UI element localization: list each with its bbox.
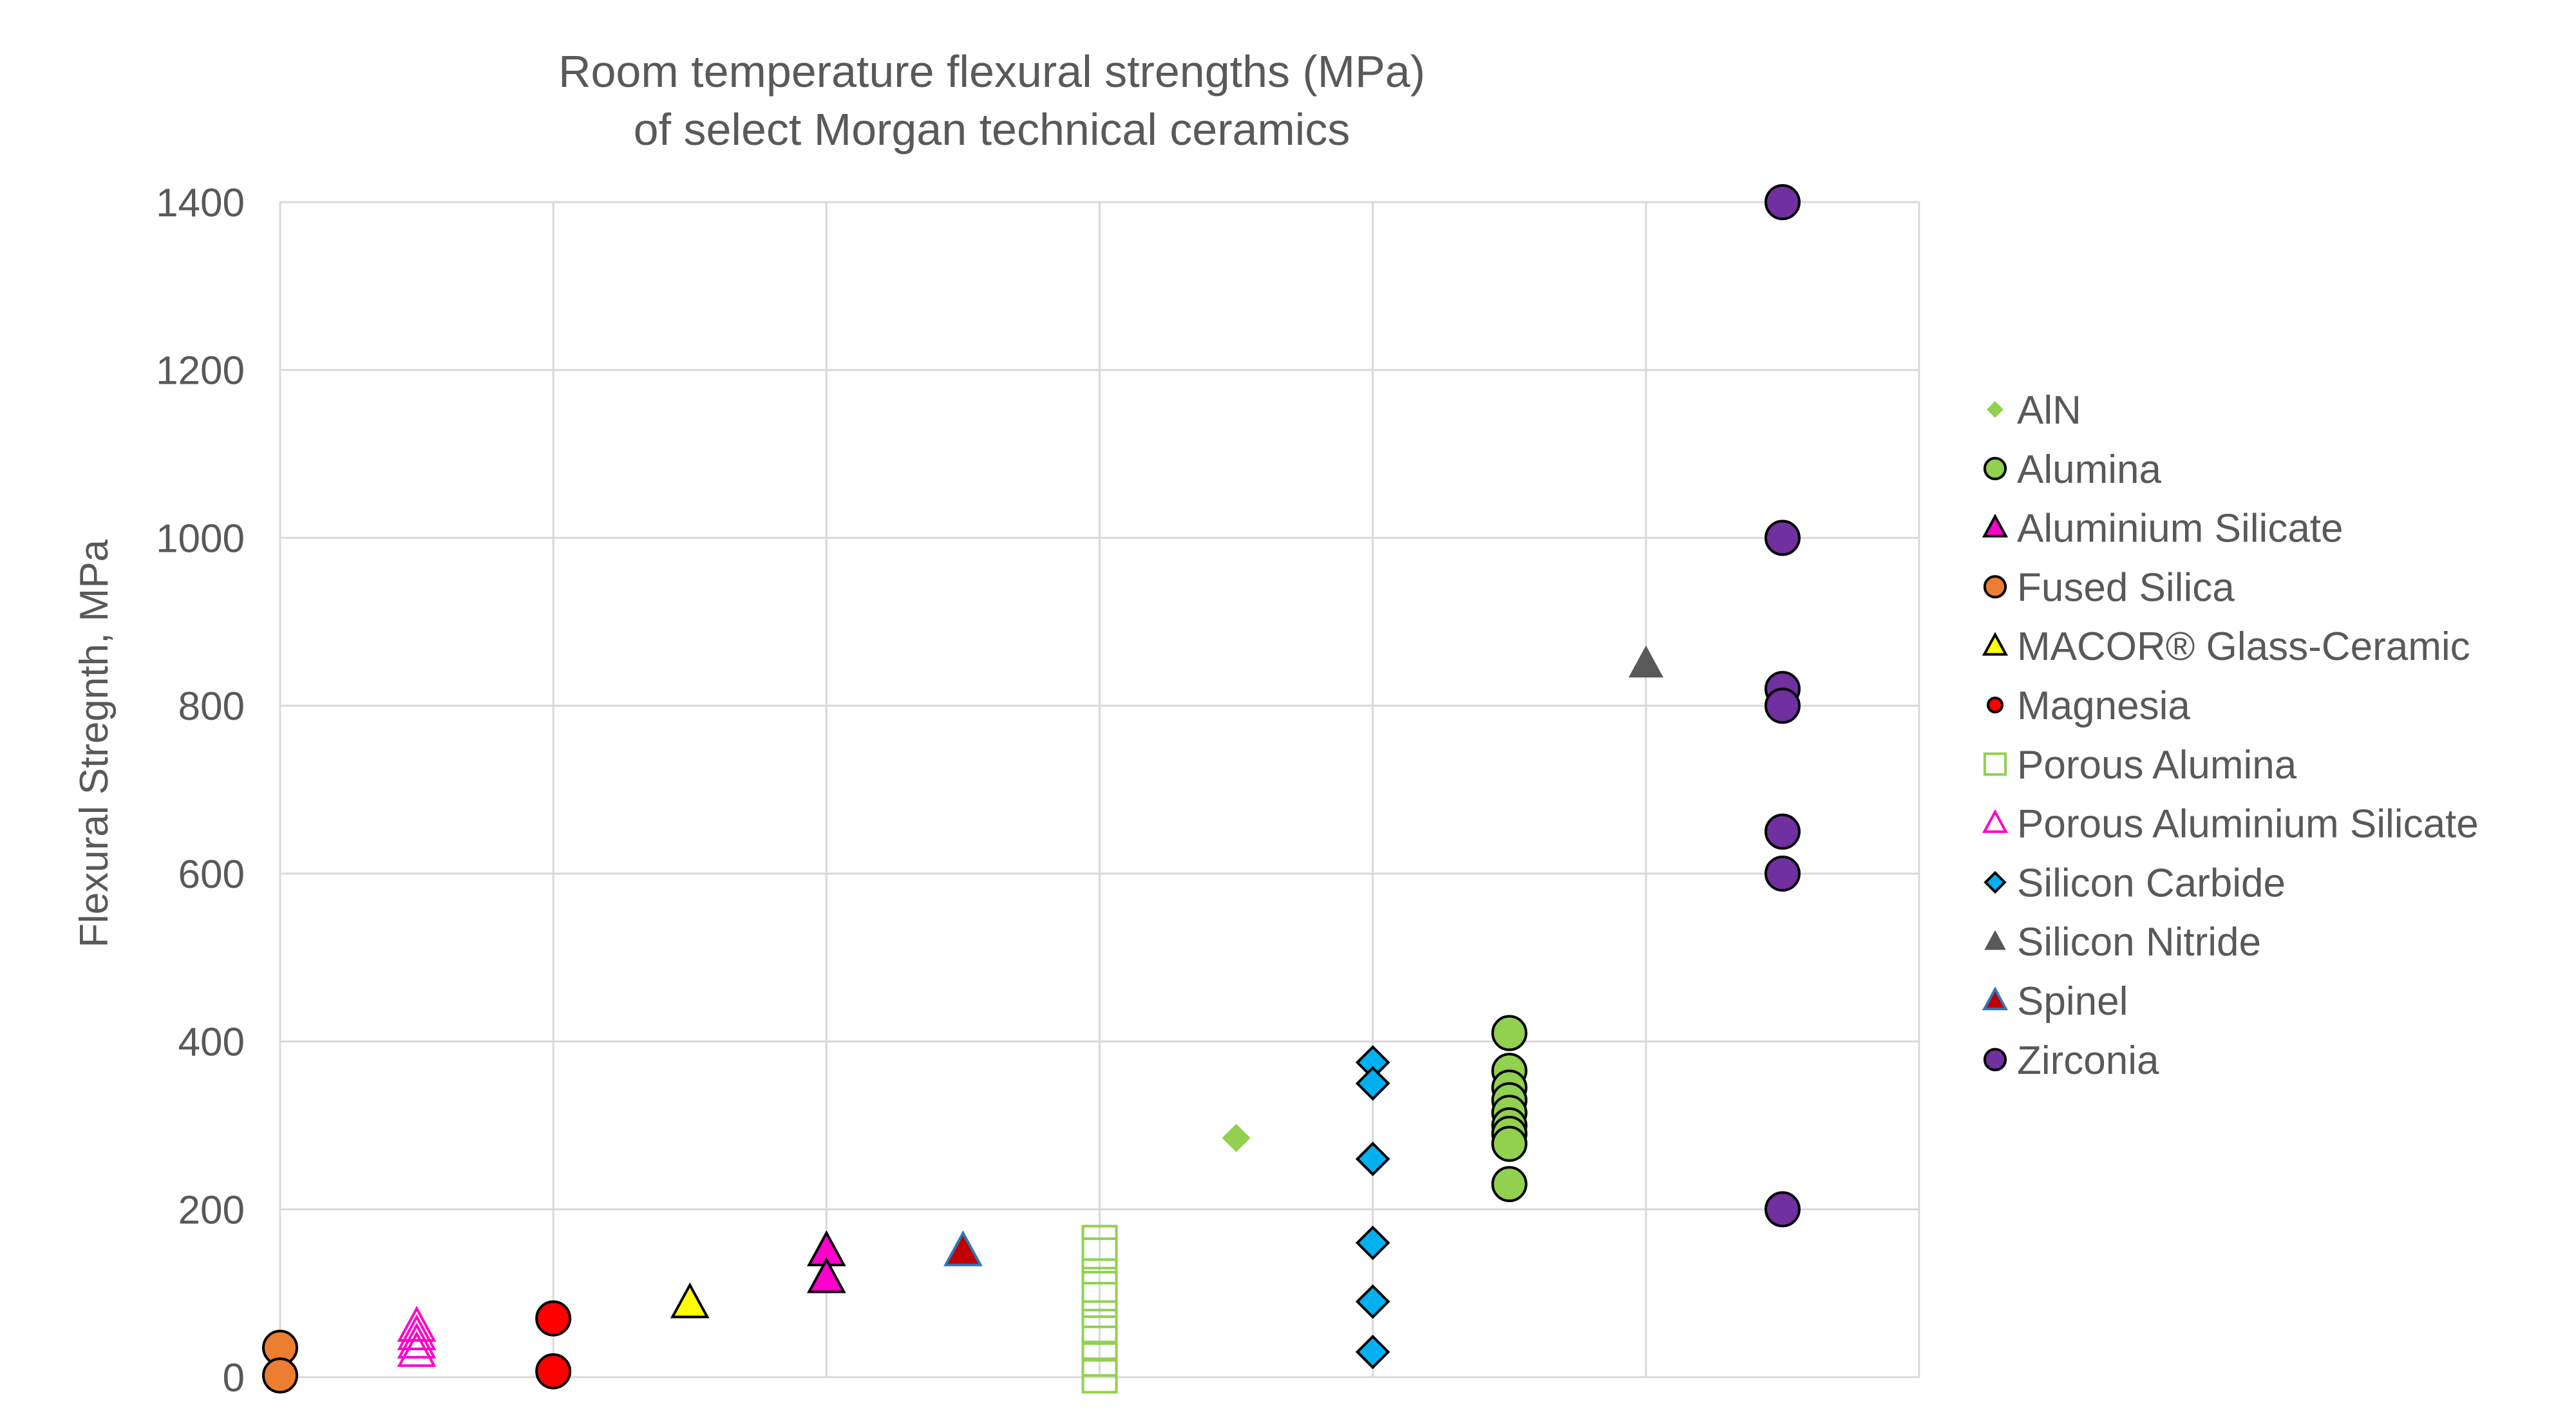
legend-item: Fused Silica [1983,565,2235,610]
data-point [1491,1166,1528,1203]
series-fused-silica [262,1330,298,1394]
data-point [1764,688,1801,724]
series-spinel [943,1230,983,1266]
legend-item: Alumina [1983,447,2162,492]
legend-item: Silicon Nitride [1984,920,2261,964]
legend-marker [1984,870,2007,894]
data-point [943,1230,983,1266]
y-tick-label: 0 [223,1356,245,1400]
data-point [397,1331,437,1367]
legend-label: Porous Alumina [2017,743,2297,787]
data-point [1355,1142,1390,1176]
y-tick-label: 600 [178,852,245,897]
y-axis-title: Flexural Stregnth, MPa [72,539,117,948]
chart-title-line-1: Room temperature flexural strengths (MPa… [558,46,1425,97]
y-tick-label: 800 [178,684,245,729]
data-point [1355,1225,1390,1261]
legend-item: Silicon Carbide [1984,861,2286,905]
legend-marker [1983,752,2007,776]
data-point [1764,813,1801,850]
series-silicon-nitride [1628,645,1663,678]
legend-marker [1983,456,2007,480]
data-point [262,1357,298,1394]
legend-item: Spinel [1982,979,2128,1024]
data-point [670,1282,710,1319]
legend-label: MACOR® Glass-Ceramic [2017,625,2470,669]
legend-marker [1982,986,2009,1011]
legend-label: Zirconia [2017,1038,2159,1083]
series-macor-glass-ceramic [670,1282,710,1319]
legend-marker [1987,697,2003,713]
legend-label: Porous Aluminium Silicate [2017,802,2479,847]
data-point [1491,1125,1528,1162]
data-point [1628,645,1663,678]
data-point [1355,1284,1390,1319]
legend-item: Porous Aluminium Silicate [1982,802,2479,847]
data-point [1355,1066,1390,1101]
legend-marker [1982,632,2009,656]
y-tick-label: 1200 [156,349,245,393]
data-point [1764,1191,1801,1228]
series-zirconia [1764,184,1801,1228]
series-magnesia [535,1300,572,1389]
legend-marker [1982,809,2009,833]
data-point [535,1300,572,1337]
data-point [397,1306,437,1342]
y-tick-label: 1400 [156,181,245,225]
legend-label: Alumina [2017,447,2162,492]
legend-item: Aluminium Silicate [1982,507,2344,551]
series-aln [1222,1123,1251,1152]
legend: AlN Alumina Aluminium Silicate Fused Silica… [1982,388,2479,1083]
legend-item: AlN [1987,388,2081,433]
legend-marker [1983,575,2007,599]
legend-label: Magnesia [2017,684,2190,728]
legend-label: Aluminium Silicate [2017,507,2344,551]
data-point [1764,855,1801,892]
data-point [1764,184,1801,220]
legend-item: Porous Alumina [1983,743,2297,787]
legend-marker [1987,401,2003,418]
data-point [397,1314,437,1351]
data-point [1491,1015,1528,1051]
data-point [1764,520,1801,556]
data-point [397,1322,437,1359]
data-point [806,1257,846,1293]
data-points [262,184,1801,1394]
legend-item: Magnesia [1987,684,2190,728]
y-tick-label: 200 [178,1188,245,1232]
legend-marker [1983,1048,2007,1071]
legend-label: Spinel [2017,979,2128,1024]
series-porous-alumina [1081,1225,1118,1394]
legend-label: Fused Silica [2017,565,2235,610]
series-silicon-carbide [1355,1045,1390,1369]
series-porous-aluminium-silicate [397,1306,437,1367]
data-point [1222,1123,1251,1152]
chart-title: Room temperature flexural strengths (MPa… [558,46,1425,155]
data-point [1081,1237,1118,1273]
data-point [535,1353,572,1389]
data-point [1081,1357,1118,1394]
legend-item: Zirconia [1983,1038,2159,1083]
legend-label: Silicon Nitride [2017,920,2261,964]
data-point [1355,1335,1390,1369]
legend-label: AlN [2017,388,2081,433]
legend-item: MACOR® Glass-Ceramic [1982,625,2470,669]
plot-area-border [279,201,1920,1378]
legend-marker [1984,930,2006,950]
series-aluminium-silicate [806,1230,846,1293]
y-axis-tick-labels: 0 200 400 600 800 1000 1200 1400 [156,181,245,1400]
series-alumina [1491,1015,1528,1203]
y-tick-label: 1000 [156,516,245,561]
y-tick-label: 400 [178,1020,245,1065]
chart-title-line-2: of select Morgan technical ceramics [634,104,1350,155]
legend-label: Silicon Carbide [2017,861,2286,905]
data-point [1081,1282,1118,1319]
legend-marker [1982,513,2009,538]
